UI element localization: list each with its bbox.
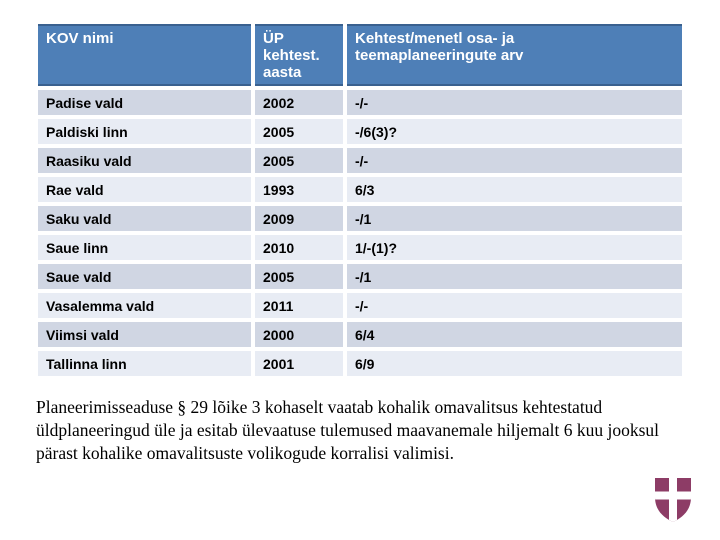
cell-kov: Tallinna linn <box>38 351 251 376</box>
cell-kov: Raasiku vald <box>38 148 251 173</box>
cell-arv: 6/3 <box>347 177 682 202</box>
cell-aasta: 2009 <box>255 206 343 231</box>
table-row: Vasalemma vald 2011 -/- <box>38 293 682 318</box>
table-row: Rae vald 1993 6/3 <box>38 177 682 202</box>
cross-horizontal-bar <box>655 491 691 500</box>
table-row: Saue vald 2005 -/1 <box>38 264 682 289</box>
table-row: Viimsi vald 2000 6/4 <box>38 322 682 347</box>
cell-arv: -/- <box>347 148 682 173</box>
harju-coat-of-arms-icon <box>655 478 691 522</box>
cell-arv: 6/4 <box>347 322 682 347</box>
column-header-up-kehtest-aasta: ÜP kehtest. aasta <box>255 24 343 86</box>
cell-arv: -/6(3)? <box>347 119 682 144</box>
cell-kov: Rae vald <box>38 177 251 202</box>
cell-arv: 6/9 <box>347 351 682 376</box>
cell-arv: -/1 <box>347 264 682 289</box>
cell-arv: -/- <box>347 90 682 115</box>
table-row: Tallinna linn 2001 6/9 <box>38 351 682 376</box>
cell-aasta: 2000 <box>255 322 343 347</box>
cell-arv: 1/-(1)? <box>347 235 682 260</box>
kov-table-body: Padise vald 2002 -/- Paldiski linn 2005 -/6(3… <box>38 90 682 376</box>
column-header-kov-nimi: KOV nimi <box>38 24 251 86</box>
cell-aasta: 1993 <box>255 177 343 202</box>
cell-kov: Paldiski linn <box>38 119 251 144</box>
cell-kov: Saue vald <box>38 264 251 289</box>
cell-aasta: 2002 <box>255 90 343 115</box>
cell-kov: Padise vald <box>38 90 251 115</box>
cell-arv: -/- <box>347 293 682 318</box>
cell-aasta: 2011 <box>255 293 343 318</box>
table-row: Paldiski linn 2005 -/6(3)? <box>38 119 682 144</box>
cell-kov: Saue linn <box>38 235 251 260</box>
cell-kov: Vasalemma vald <box>38 293 251 318</box>
footnote-paragraph: Planeerimisseaduse § 29 lõike 3 kohaselt… <box>36 397 660 463</box>
column-header-planeeringute-arv: Kehtest/menetl osa- ja teemaplaneeringut… <box>347 24 682 86</box>
cell-aasta: 2005 <box>255 148 343 173</box>
table-row: Saku vald 2009 -/1 <box>38 206 682 231</box>
cell-aasta: 2005 <box>255 119 343 144</box>
cell-arv: -/1 <box>347 206 682 231</box>
cell-aasta: 2001 <box>255 351 343 376</box>
kov-table: KOV nimi ÜP kehtest. aasta Kehtest/menet… <box>34 20 686 380</box>
cell-kov: Saku vald <box>38 206 251 231</box>
table-row: Padise vald 2002 -/- <box>38 90 682 115</box>
cross-vertical-bar <box>669 478 677 522</box>
cell-aasta: 2010 <box>255 235 343 260</box>
cell-kov: Viimsi vald <box>38 322 251 347</box>
table-header-row: KOV nimi ÜP kehtest. aasta Kehtest/menet… <box>38 24 682 86</box>
cell-aasta: 2005 <box>255 264 343 289</box>
table-row: Raasiku vald 2005 -/- <box>38 148 682 173</box>
table-row: Saue linn 2010 1/-(1)? <box>38 235 682 260</box>
